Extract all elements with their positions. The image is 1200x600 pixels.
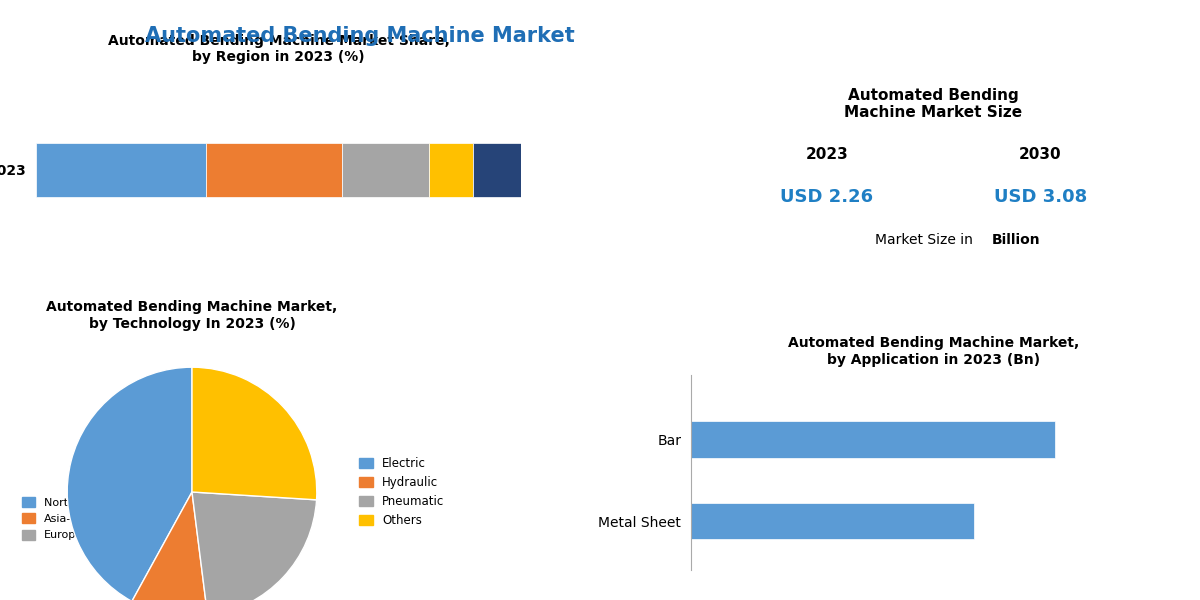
Title: Automated Bending Machine Market,
by Application in 2023 (Bn): Automated Bending Machine Market, by App… bbox=[788, 337, 1079, 367]
Legend: Electric, Hydraulic, Pneumatic, Others: Electric, Hydraulic, Pneumatic, Others bbox=[354, 452, 449, 532]
Text: 2023: 2023 bbox=[805, 146, 848, 161]
Text: USD 2.26: USD 2.26 bbox=[780, 188, 874, 206]
Bar bbox=[691, 421, 1055, 458]
Wedge shape bbox=[67, 367, 192, 600]
Text: Market Size in: Market Size in bbox=[875, 233, 978, 247]
Bar bbox=[36, 143, 205, 196]
Wedge shape bbox=[192, 492, 317, 600]
Text: USD 3.08: USD 3.08 bbox=[994, 188, 1087, 206]
Text: Billion: Billion bbox=[991, 233, 1040, 247]
Bar bbox=[473, 143, 521, 196]
Legend: North America, Asia-Pacific, Europe, Middle East and Africa, South America: North America, Asia-Pacific, Europe, Mid… bbox=[17, 493, 287, 545]
Bar bbox=[691, 503, 974, 539]
Wedge shape bbox=[192, 367, 317, 500]
Text: Automated Bending Machine Market: Automated Bending Machine Market bbox=[145, 26, 575, 46]
Wedge shape bbox=[132, 492, 208, 600]
Text: 2030: 2030 bbox=[1019, 146, 1062, 161]
Title: Automated Bending Machine Market,
by Technology In 2023 (%): Automated Bending Machine Market, by Tec… bbox=[47, 301, 337, 331]
Bar bbox=[205, 143, 342, 196]
Bar bbox=[342, 143, 428, 196]
Title: Automated Bending Machine Market Share,
by Region in 2023 (%): Automated Bending Machine Market Share, … bbox=[108, 34, 450, 64]
Text: Automated Bending
Machine Market Size: Automated Bending Machine Market Size bbox=[845, 88, 1022, 120]
Bar bbox=[428, 143, 473, 196]
